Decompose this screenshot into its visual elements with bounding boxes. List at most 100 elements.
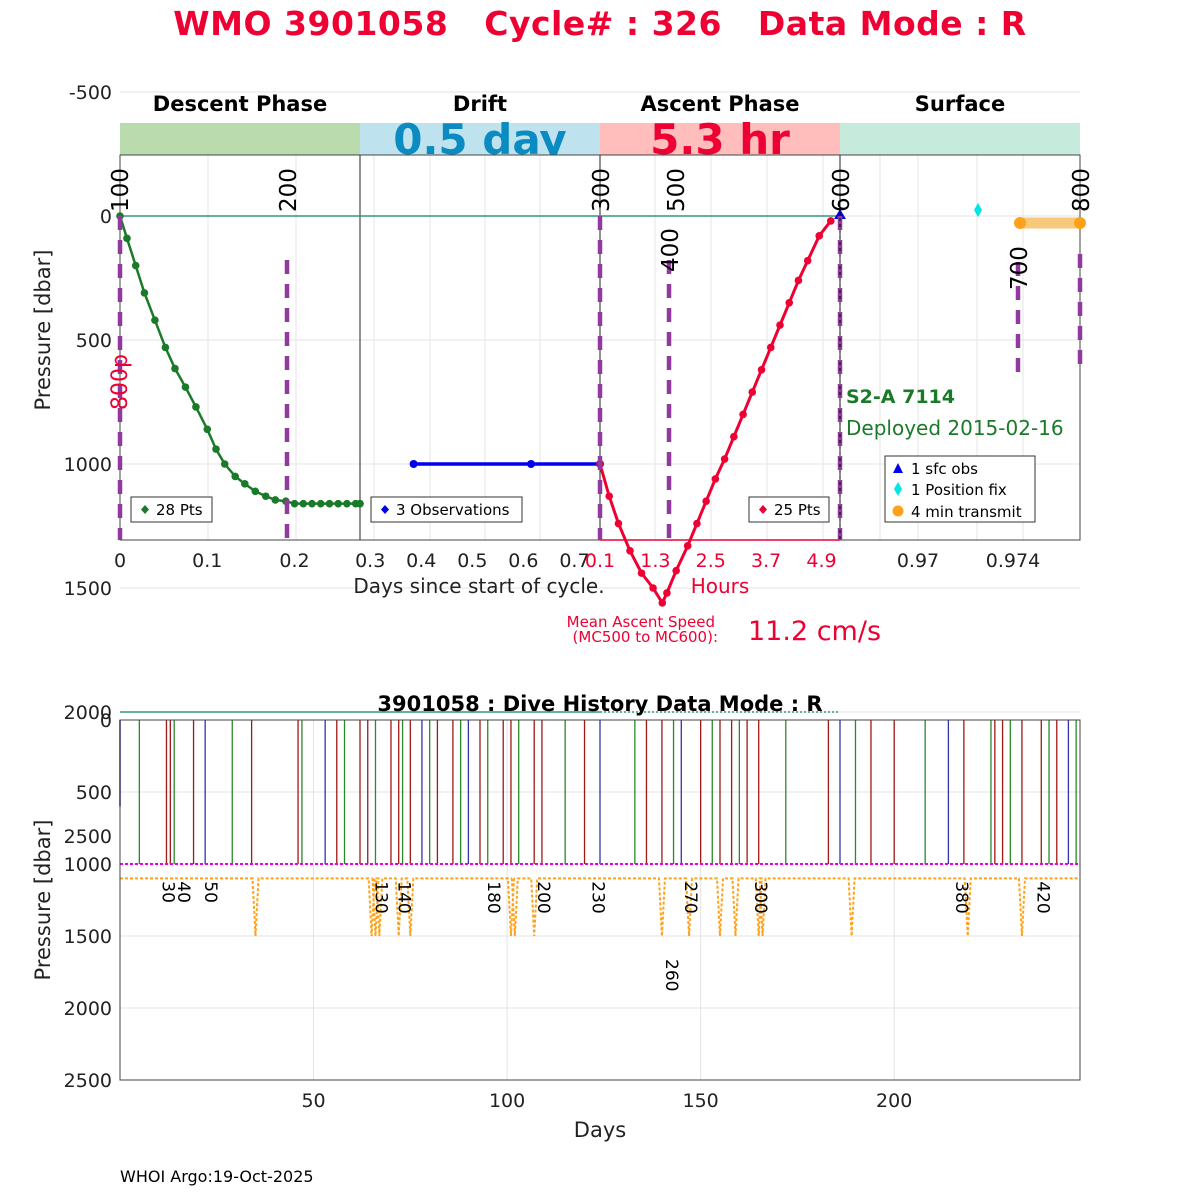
phase-band-2 [600, 123, 840, 155]
ascent-x-tick: 4.9 [806, 550, 836, 572]
descent-point [131, 261, 140, 270]
ascent-point [658, 599, 667, 607]
history-x-tick: 50 [301, 1090, 325, 1112]
ascent-point [626, 547, 634, 555]
y-tick-label: 0 [100, 206, 112, 228]
y-tick-label: 1500 [64, 578, 112, 600]
descent-point [151, 316, 159, 324]
history-x-tick: 200 [876, 1090, 912, 1112]
transmit-end-point [1074, 217, 1086, 229]
descent-x-tick: 0 [114, 550, 126, 572]
ascent-point [649, 584, 657, 592]
surface-x-tick: 0.974 [986, 550, 1040, 572]
marker-label-100: 100 [108, 168, 134, 212]
ascent-point [614, 519, 623, 528]
descent-point [241, 480, 249, 488]
cycle-label: 140 [394, 881, 414, 913]
phase-band-0 [120, 123, 360, 155]
ascent-point [730, 432, 738, 441]
descent-point [192, 403, 200, 411]
phase-name-1: Drift [453, 92, 507, 116]
phase-name-0: Descent Phase [153, 92, 327, 116]
ascent-point [739, 410, 747, 419]
y-tick-label: -500 [69, 82, 112, 104]
ascent-point [757, 365, 766, 374]
phase-band-3 [840, 123, 1080, 155]
descent-point [308, 499, 316, 508]
legend-transmit-marker [892, 505, 904, 517]
y-axis-label: Pressure [dbar] [31, 250, 55, 411]
ascent-legend-text: 25 Pts [774, 501, 821, 519]
speed-label-1: Mean Ascent Speed [567, 613, 715, 631]
history-y-tick: 500 [76, 782, 112, 804]
surface-legend-box [884, 455, 1036, 523]
descent-point [334, 499, 342, 508]
marker-label-400: 400 [658, 228, 684, 272]
drift-x-tick: 0.6 [508, 550, 538, 572]
history-title: 3901058 : Dive History Data Mode : R [377, 692, 822, 716]
descent-point [343, 499, 351, 508]
descent-point [220, 460, 229, 468]
ascent-point [683, 542, 692, 550]
ascent-legend-marker [759, 505, 767, 514]
drift-legend-text: 3 Observations [396, 501, 510, 519]
ascent-point [776, 321, 784, 329]
ascent-point [803, 256, 812, 265]
drift-x-tick: 0.4 [406, 550, 436, 572]
drift-legend-marker [381, 505, 389, 514]
descent-point [123, 234, 131, 243]
ascent-x-tick: 0.1 [585, 550, 615, 572]
phase-name-3: Surface [915, 92, 1005, 116]
legend-transmit-text: 4 min transmit [911, 503, 1022, 521]
footer-credit: WHOI Argo:19-Oct-2025 [120, 1167, 314, 1186]
history-y-tick: 1500 [64, 926, 112, 948]
descent-point [290, 499, 299, 508]
history-y-tick: 2000 [64, 998, 112, 1020]
ascent-x-tick: 2.5 [696, 550, 726, 572]
side-label-800p: 800p [108, 354, 133, 410]
ascent-point [815, 232, 824, 240]
history-x-label: Days [574, 1118, 626, 1142]
cycle-label: 30 [158, 881, 178, 903]
descent-point [325, 499, 334, 508]
legend-position-fix-text: 1 Position fix [911, 481, 1007, 499]
ascent-point [794, 276, 803, 285]
descent-point [251, 487, 260, 496]
drift-x-tick: 0.5 [457, 550, 487, 572]
park-pressure-line [120, 877, 1080, 937]
marker-label-700: 700 [1007, 246, 1033, 290]
y-tick-label: 500 [76, 330, 112, 352]
cycle-label: 50 [200, 881, 220, 903]
speed-value: 11.2 cm/s [748, 616, 881, 647]
drift-legend-box [370, 496, 523, 523]
cycle-label: 380 [951, 881, 971, 913]
drift-point [527, 460, 536, 468]
descent-point [316, 499, 325, 508]
descent-point [171, 364, 179, 373]
history-x-tick: 150 [683, 1090, 719, 1112]
descent-x-tick: 0.1 [192, 550, 222, 572]
float-id: S2-A 7114 [846, 386, 955, 408]
cycle-label: 270 [680, 881, 700, 913]
descent-point [261, 492, 270, 501]
cycle-label: 420 [1032, 881, 1052, 913]
y-tick-label: 2000 [64, 702, 112, 724]
descent-legend-text: 28 Pts [156, 501, 203, 519]
drift-point [409, 460, 418, 468]
history-x-tick: 100 [489, 1090, 525, 1112]
speed-label-2: (MC500 to MC600): [573, 628, 718, 646]
descent-point [140, 289, 149, 297]
descent-point [181, 383, 190, 391]
descent-point [212, 445, 220, 453]
surface-x-tick: 0.97 [897, 550, 939, 572]
cycle-label: 200 [533, 881, 553, 913]
legend-sfc-obs-marker [893, 463, 903, 473]
deployed-date: Deployed 2015-02-16 [846, 416, 1064, 440]
marker-label-600: 600 [829, 168, 855, 212]
ascent-point [748, 388, 757, 396]
marker-label-300: 300 [589, 168, 615, 212]
ascent-x-tick: 1.3 [640, 550, 670, 572]
descent-point [231, 472, 239, 481]
y-tick-label: 1000 [64, 454, 112, 476]
